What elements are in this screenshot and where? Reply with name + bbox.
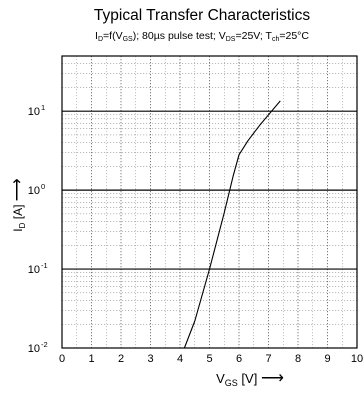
subtitle-text-8: =25°C [279, 30, 309, 42]
x-tick-label: 3 [147, 353, 153, 365]
subtitle-subscript-1: D [97, 36, 104, 43]
x-tick-label: 1 [88, 353, 94, 365]
subtitle-text-6: =25V; T [235, 30, 272, 42]
x-axis-arrow: ⟶ [261, 370, 284, 387]
x-tick-label: 5 [206, 353, 212, 365]
series-line-0 [183, 100, 281, 349]
y-tick-label: 100 [28, 182, 45, 197]
subtitle-text-0: I [95, 30, 98, 42]
y-axis-label: ID [A] ⟶ [9, 178, 27, 231]
subtitle-text-4: ); 80µs pulse test; V [132, 30, 226, 42]
x-tick-label: 2 [118, 353, 124, 365]
minor-grid [62, 55, 357, 348]
series-layer [183, 100, 281, 349]
y-tick-label: 10-1 [28, 261, 48, 276]
chart-subtitle: ID=f(VGS); 80µs pulse test; VDS=25V; Tch… [40, 30, 364, 43]
x-tick-label: 7 [265, 353, 271, 365]
x-axis-label: VGS [V] ⟶ [216, 370, 284, 388]
plot-frame [61, 55, 358, 349]
y-axis-arrow: ⟶ [9, 178, 26, 201]
y-tick-exponent: 1 [41, 103, 45, 112]
x-tick-label: 8 [295, 353, 301, 365]
subtitle-text-2: =f(V [103, 30, 123, 42]
y-tick-label: 10-2 [28, 340, 48, 355]
x-tick-label: 0 [59, 353, 65, 365]
y-tick-label: 101 [28, 103, 45, 118]
subtitle-subscript-3: GS [122, 36, 133, 43]
x-tick-label: 4 [177, 353, 183, 365]
y-tick-exponent: -2 [41, 340, 48, 349]
x-tick-labels: 0 1 2 3 4 5 6 7 8 9 10 [59, 353, 363, 365]
x-tick-label: 6 [236, 353, 242, 365]
subtitle-subscript-7: ch [271, 36, 280, 43]
y-tick-exponent: 0 [41, 182, 45, 191]
chart-title: Typical Transfer Characteristics [93, 7, 311, 24]
x-tick-label: 10 [351, 353, 363, 365]
axis-titles: VGS [V] ⟶ ID [A] ⟶ [9, 178, 284, 388]
subtitle-subscript-5: DS [225, 36, 236, 43]
x-tick-label: 9 [324, 353, 330, 365]
y-tick-exponent: -1 [41, 261, 48, 270]
